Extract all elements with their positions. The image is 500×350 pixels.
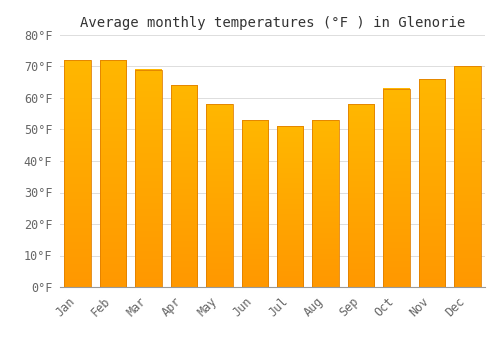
Bar xyxy=(418,79,445,287)
Bar xyxy=(383,89,409,287)
Bar xyxy=(136,70,162,287)
Bar xyxy=(277,126,303,287)
Bar xyxy=(348,104,374,287)
Bar xyxy=(64,60,91,287)
Bar xyxy=(242,120,268,287)
Bar xyxy=(170,85,197,287)
Bar xyxy=(206,104,233,287)
Title: Average monthly temperatures (°F ) in Glenorie: Average monthly temperatures (°F ) in Gl… xyxy=(80,16,465,30)
Bar xyxy=(100,60,126,287)
Bar xyxy=(454,66,480,287)
Bar xyxy=(312,120,339,287)
